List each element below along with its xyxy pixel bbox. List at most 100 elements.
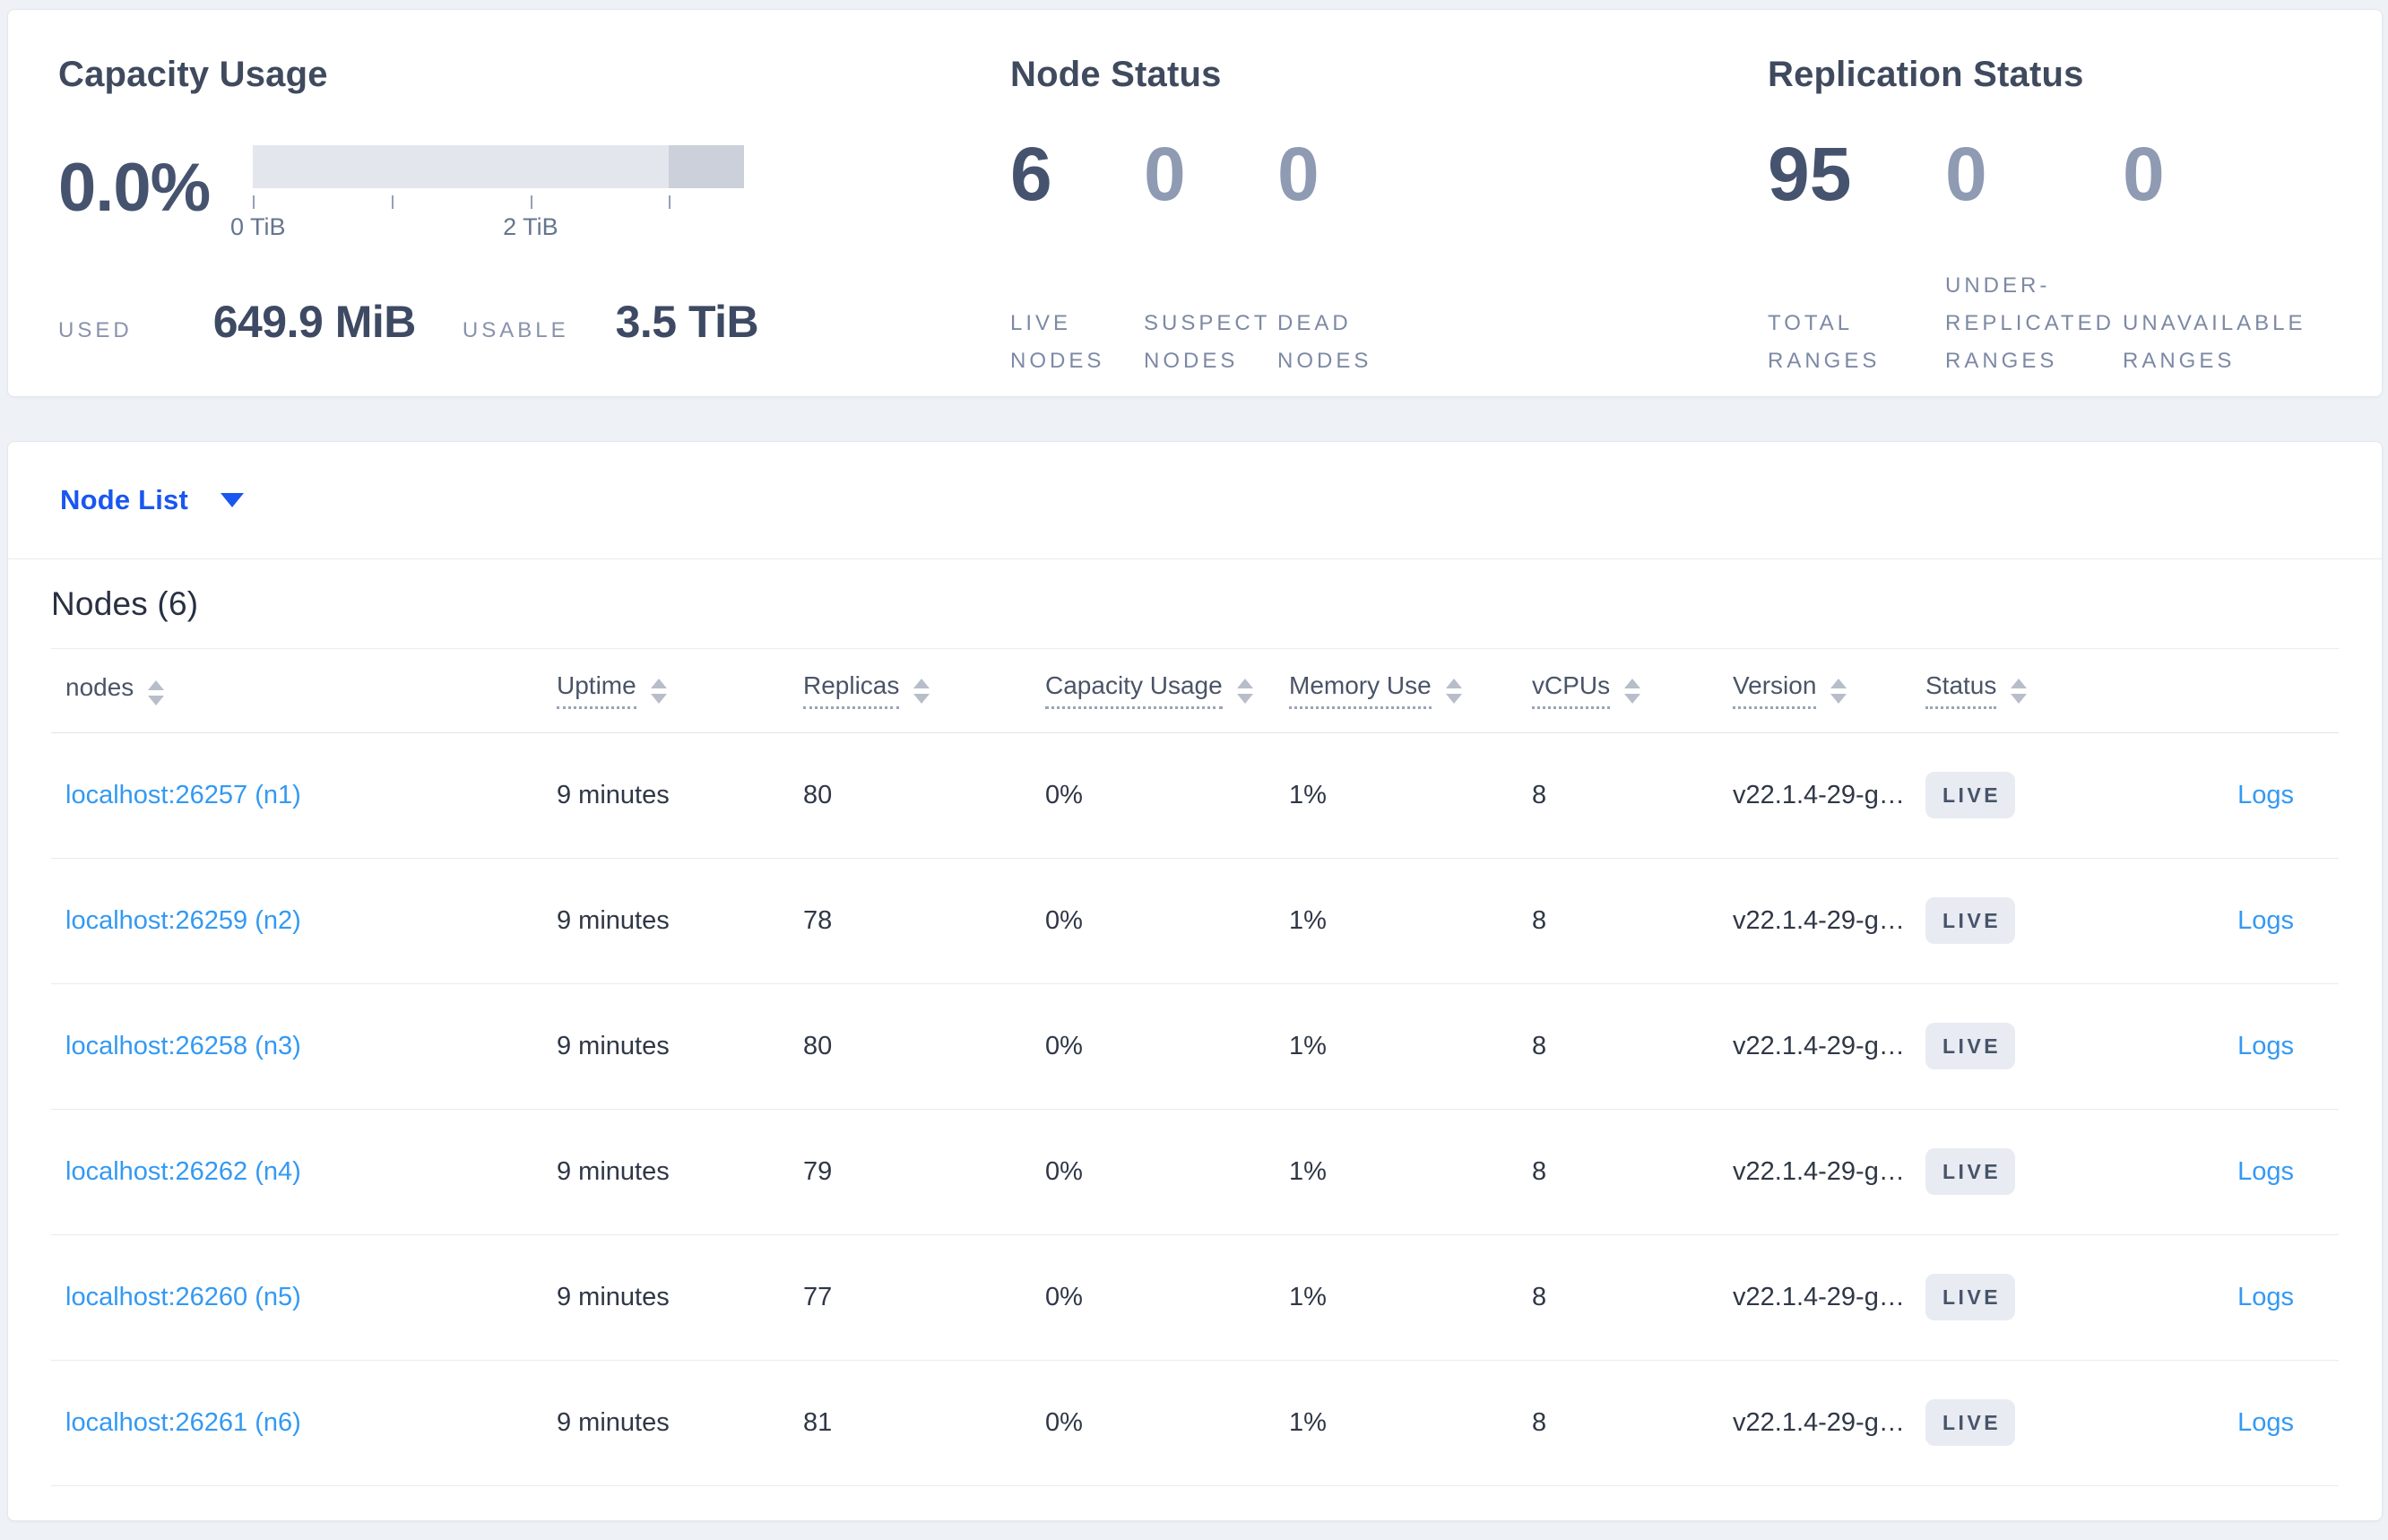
dead-nodes-label: DEAD NODES [1277,311,1372,373]
node-link[interactable]: localhost:26258 (n3) [65,1031,301,1060]
version-cell: v22.1.4-29-g… [1733,1109,1925,1235]
replicas-cell: 81 [803,1360,1045,1486]
node-link[interactable]: localhost:26261 (n6) [65,1407,301,1437]
logs-cell: Logs [2116,1360,2339,1486]
node-cell: localhost:26257 (n1) [51,732,557,859]
node-list-dropdown-label: Node List [60,484,189,515]
node-cell: localhost:26261 (n6) [51,1360,557,1486]
uptime-cell: 9 minutes [557,732,803,859]
usable-label: USABLE [462,318,569,342]
uptime-cell: 9 minutes [557,983,803,1110]
column-header-capacity-usage[interactable]: Capacity Usage [1045,649,1289,733]
version-cell: v22.1.4-29-g… [1733,858,1925,984]
capacity-usage-cell: 0% [1045,1234,1289,1361]
nodes-table-section: Nodes (6) nodes Uptime Replicas Capacity… [8,559,2382,1486]
capacity-usage-cell: 0% [1045,858,1289,984]
sort-icon [650,679,667,705]
table-row: localhost:26261 (n6) 9 minutes 81 0% 1% … [51,1360,2339,1486]
vcpus-cell: 8 [1532,1360,1733,1486]
logs-link[interactable]: Logs [2237,1156,2294,1186]
capacity-used-usable-row: USED 649.9 MiB USABLE 3.5 TiB [58,296,1010,348]
node-link[interactable]: localhost:26260 (n5) [65,1282,301,1311]
table-row: localhost:26258 (n3) 9 minutes 80 0% 1% … [51,983,2339,1110]
column-header-status[interactable]: Status [1925,649,2116,733]
memory-use-cell: 1% [1289,1109,1532,1235]
node-link[interactable]: localhost:26259 (n2) [65,905,301,935]
capacity-bar-chart: 0 TiB 2 TiB [230,142,745,244]
column-header-vcpus[interactable]: vCPUs [1532,649,1733,733]
node-status-section: Node Status 6 LIVE NODES 0 SUSPECT NODES… [1010,55,1768,396]
table-row: localhost:26259 (n2) 9 minutes 78 0% 1% … [51,858,2339,984]
vcpus-cell: 8 [1532,1234,1733,1361]
total-ranges-value: 95 [1768,132,1852,216]
table-row: localhost:26257 (n1) 9 minutes 80 0% 1% … [51,732,2339,859]
vcpus-cell: 8 [1532,1109,1733,1235]
logs-cell: Logs [2116,983,2339,1110]
suspect-nodes-stat: 0 SUSPECT NODES [1144,136,1277,380]
vcpus-cell: 8 [1532,732,1733,859]
uptime-cell: 9 minutes [557,858,803,984]
column-header-logs [2116,649,2339,733]
logs-link[interactable]: Logs [2237,1031,2294,1060]
status-cell: LIVE [1925,732,2116,859]
capacity-usage-section: Capacity Usage 0.0% 0 TiB 2 TiB [58,55,1010,396]
sort-icon [913,679,930,705]
replicas-cell: 80 [803,732,1045,859]
view-selector-bar: Node List [8,442,2382,559]
logs-link[interactable]: Logs [2237,905,2294,935]
under-replicated-ranges-stat: 0 UNDER-REPLICATED RANGES [1945,136,2123,380]
vcpus-cell: 8 [1532,858,1733,984]
uptime-cell: 9 minutes [557,1360,803,1486]
node-cell: localhost:26262 (n4) [51,1109,557,1235]
status-cell: LIVE [1925,1360,2116,1486]
status-badge: LIVE [1925,897,2016,944]
used-label: USED [58,318,133,342]
logs-link[interactable]: Logs [2237,1282,2294,1311]
used-value: 649.9 MiB [212,297,417,347]
node-list-dropdown[interactable]: Node List [60,484,245,516]
status-badge: LIVE [1925,1023,2016,1069]
vcpus-cell: 8 [1532,983,1733,1110]
capacity-axis-ticks [253,194,744,213]
uptime-cell: 9 minutes [557,1234,803,1361]
capacity-axis-labels: 0 TiB 2 TiB [230,213,744,244]
chevron-down-icon [221,493,245,507]
sort-icon [1236,679,1253,705]
status-cell: LIVE [1925,1234,2116,1361]
suspect-nodes-label: SUSPECT NODES [1144,311,1270,373]
memory-use-cell: 1% [1289,1234,1532,1361]
column-header-nodes[interactable]: nodes [51,649,557,733]
under-replicated-ranges-value: 0 [1945,132,1987,216]
status-cell: LIVE [1925,858,2116,984]
unavailable-ranges-label: UNAVAILABLE RANGES [2123,311,2306,373]
node-cell: localhost:26258 (n3) [51,983,557,1110]
logs-cell: Logs [2116,1109,2339,1235]
live-nodes-value: 6 [1010,132,1052,216]
capacity-usage-cell: 0% [1045,732,1289,859]
memory-use-cell: 1% [1289,983,1532,1110]
dead-nodes-value: 0 [1277,132,1319,216]
column-header-memory-use[interactable]: Memory Use [1289,649,1532,733]
node-link[interactable]: localhost:26262 (n4) [65,1156,301,1186]
column-header-version[interactable]: Version [1733,649,1925,733]
uptime-cell: 9 minutes [557,1109,803,1235]
cluster-summary-card: Capacity Usage 0.0% 0 TiB 2 TiB [7,9,2383,397]
column-header-uptime[interactable]: Uptime [557,649,803,733]
axis-label-0tib: 0 TiB [229,213,286,240]
capacity-usage-cell: 0% [1045,1109,1289,1235]
node-link[interactable]: localhost:26257 (n1) [65,780,301,809]
dead-nodes-stat: 0 DEAD NODES [1277,136,1411,380]
capacity-bar-track [253,145,745,188]
table-row: localhost:26260 (n5) 9 minutes 77 0% 1% … [51,1234,2339,1361]
logs-link[interactable]: Logs [2237,780,2294,809]
capacity-usage-cell: 0% [1045,1360,1289,1486]
status-cell: LIVE [1925,983,2116,1110]
suspect-nodes-value: 0 [1144,132,1186,216]
status-badge: LIVE [1925,1399,2016,1446]
capacity-usage-cell: 0% [1045,983,1289,1110]
logs-link[interactable]: Logs [2237,1407,2294,1437]
axis-label-2tib: 2 TiB [503,213,558,240]
column-header-replicas[interactable]: Replicas [803,649,1045,733]
logs-cell: Logs [2116,858,2339,984]
logs-cell: Logs [2116,1234,2339,1361]
